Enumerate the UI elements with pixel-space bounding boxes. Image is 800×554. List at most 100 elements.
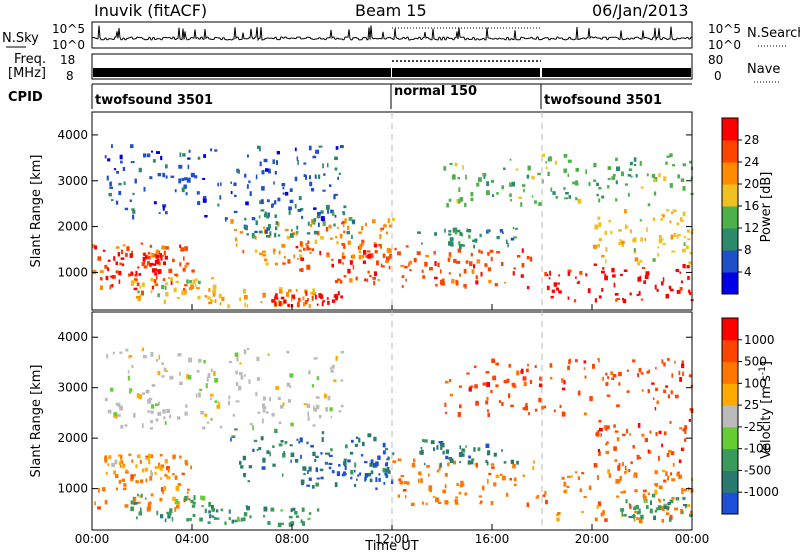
heatmap-cell (639, 275, 642, 279)
heatmap-cell (204, 413, 208, 417)
heatmap-cell (247, 480, 251, 483)
heatmap-cell (97, 256, 102, 261)
heatmap-cell (629, 504, 632, 509)
heatmap-cell (159, 253, 162, 258)
heatmap-cell (274, 226, 278, 231)
heatmap-cell (234, 428, 238, 431)
heatmap-cell (134, 501, 138, 505)
heatmap-cell (305, 174, 308, 180)
y-tick-label: 1000 (57, 482, 88, 496)
heatmap-cell (477, 447, 481, 452)
heatmap-cell (181, 290, 185, 296)
heatmap-cell (380, 229, 383, 232)
heatmap-cell (470, 460, 474, 465)
heatmap-cell (534, 365, 537, 368)
heatmap-cell (618, 479, 621, 483)
heatmap-cell (357, 474, 360, 477)
heatmap-cell (104, 264, 108, 269)
heatmap-cell (333, 379, 337, 383)
heatmap-cell (665, 471, 668, 476)
heatmap-cell (534, 200, 537, 204)
heatmap-cell (138, 394, 142, 400)
heatmap-cell (661, 506, 665, 511)
heatmap-cell (262, 403, 266, 408)
nsky-trace (91, 25, 692, 42)
heatmap-cell (135, 295, 139, 299)
heatmap-cell (684, 438, 687, 442)
heatmap-cell (324, 461, 329, 465)
heatmap-cell (291, 295, 296, 299)
heatmap-cell (552, 191, 556, 195)
heatmap-cell (616, 437, 620, 442)
heatmap-cell (607, 469, 610, 474)
heatmap-cell (498, 400, 502, 403)
y-tick-label: 2000 (57, 220, 88, 234)
heatmap-cell (677, 234, 681, 237)
heatmap-cell (146, 507, 151, 512)
heatmap-cell (479, 233, 482, 238)
heatmap-cell (288, 515, 293, 519)
heatmap-cell (169, 375, 174, 380)
heatmap-cell (160, 514, 164, 519)
heatmap-cell (233, 182, 237, 186)
heatmap-cell (118, 182, 122, 186)
heatmap-cell (315, 455, 319, 459)
heatmap-cell (454, 162, 458, 167)
heatmap-cell (644, 237, 647, 242)
heatmap-cell (583, 367, 586, 370)
heatmap-cell (647, 492, 650, 495)
heatmap-cell (542, 494, 546, 497)
heatmap-cell (675, 268, 680, 273)
heatmap-cell (444, 380, 449, 384)
heatmap-cell (638, 508, 641, 511)
heatmap-cell (598, 295, 602, 299)
heatmap-cell (672, 462, 675, 467)
heatmap-cell (227, 400, 230, 406)
heatmap-cell (626, 428, 629, 434)
heatmap-cell (624, 209, 627, 214)
heatmap-cell (183, 256, 185, 261)
heatmap-cell (621, 462, 624, 467)
heatmap-cell (670, 390, 673, 395)
heatmap-cell (141, 262, 145, 266)
heatmap-cell (320, 476, 324, 480)
heatmap-cell (575, 276, 577, 279)
heatmap-cell (616, 404, 620, 408)
heatmap-cell (243, 512, 248, 517)
heatmap-cell (206, 376, 209, 382)
heatmap-cell (246, 505, 250, 511)
heatmap-cell (219, 195, 222, 200)
heatmap-cell (190, 284, 195, 289)
heatmap-cell (131, 250, 133, 256)
heatmap-cell (277, 299, 281, 305)
heatmap-cell (641, 267, 646, 269)
heatmap-cell (265, 168, 269, 172)
heatmap-cell (325, 452, 329, 455)
heatmap-cell (456, 229, 461, 233)
heatmap-cell (601, 254, 605, 258)
heatmap-cell (587, 288, 591, 294)
heatmap-cell (420, 449, 424, 455)
heatmap-cell (198, 358, 202, 363)
heatmap-cell (615, 298, 618, 302)
heatmap-cell (282, 192, 285, 195)
heatmap-cell (340, 350, 344, 354)
heatmap-cell (195, 393, 198, 398)
heatmap-cell (649, 508, 653, 514)
cpid-label: CPID (8, 90, 43, 105)
heatmap-cell (176, 505, 180, 509)
heatmap-cell (295, 515, 299, 518)
heatmap-cell (338, 410, 342, 413)
heatmap-cell (541, 179, 544, 184)
heatmap-cell (347, 240, 351, 245)
heatmap-cell (619, 238, 622, 242)
heatmap-cell (327, 395, 331, 401)
heatmap-cell (623, 514, 627, 517)
heatmap-cell (656, 288, 659, 292)
heatmap-cell (680, 447, 685, 452)
heatmap-cell (161, 375, 165, 378)
heatmap-cell (127, 273, 131, 277)
heatmap-cell (143, 354, 147, 359)
heatmap-cell (331, 263, 334, 268)
heatmap-cell (511, 382, 516, 387)
